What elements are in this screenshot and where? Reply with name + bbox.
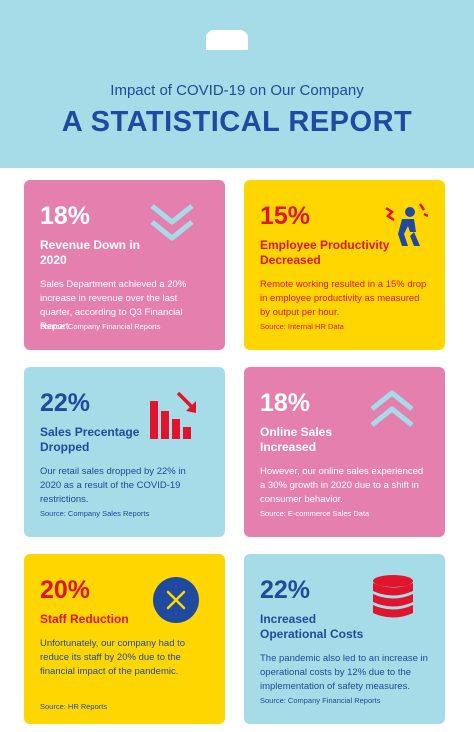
stat-percent: 20% (40, 576, 91, 604)
stat-card-sales: 22% Sales Precentage Dropped Our retail … (24, 367, 225, 537)
hanger-tab (206, 30, 248, 50)
stat-heading: Revenue Down in 2020 (40, 238, 141, 267)
tired-worker-icon (385, 203, 428, 246)
stat-source: Source: Company Financial Reports (260, 696, 381, 705)
stat-heading: Staff Reduction (40, 612, 129, 626)
stat-card-staff: 20% Staff Reduction Unfortunately, our c… (24, 554, 225, 724)
stat-source: Source: E-commerce Sales Data (260, 509, 370, 518)
stat-description: Sales Department achieved a 20% increase… (40, 279, 187, 332)
stat-heading: Online Sales Increased (260, 425, 333, 454)
stat-source: Source: HR Reports (40, 702, 108, 711)
header-banner (0, 0, 474, 168)
close-circle-icon (153, 577, 199, 623)
stat-percent: 18% (40, 202, 91, 230)
stat-heading: Increased Operational Costs (260, 612, 364, 641)
stat-card-revenue: 18% Revenue Down in 2020 Sales Departmen… (24, 180, 225, 350)
stat-percent: 18% (260, 389, 311, 417)
stat-description: Our retail sales dropped by 22% in 2020 … (40, 466, 186, 505)
stat-card-online-sales: 18% Online Sales Increased However, our … (244, 367, 445, 537)
stat-description: Remote working resulted in a 15% drop in… (260, 279, 427, 318)
double-chevron-down-icon (150, 204, 194, 241)
double-chevron-up-icon (370, 390, 414, 427)
stat-source: Source: Company Financial Reports (40, 322, 161, 331)
stat-source: Source: Company Sales Reports (40, 509, 150, 518)
stat-heading: Employee Productivity Decreased (260, 238, 390, 267)
stat-card-costs: 22% Increased Operational Costs The pand… (244, 554, 445, 724)
stat-heading: Sales Precentage Dropped (40, 425, 140, 454)
report-subtitle: Impact of COVID-19 on Our Company (110, 82, 364, 99)
report-title: A STATISTICAL REPORT (61, 106, 413, 138)
falling-bar-chart-icon (150, 391, 196, 439)
stat-source: Source: Internal HR Data (260, 322, 344, 331)
stat-percent: 15% (260, 202, 311, 230)
stat-description: However, our online sales experienced a … (260, 466, 424, 505)
stat-description: Unfortunately, our company had to reduce… (40, 638, 186, 677)
database-icon (373, 575, 413, 618)
stat-description: The pandemic also led to an increase in … (260, 653, 428, 692)
stat-percent: 22% (40, 389, 91, 417)
stat-percent: 22% (260, 576, 311, 604)
stat-card-productivity: 15% Employee Productivity Decreased Remo… (244, 180, 445, 350)
